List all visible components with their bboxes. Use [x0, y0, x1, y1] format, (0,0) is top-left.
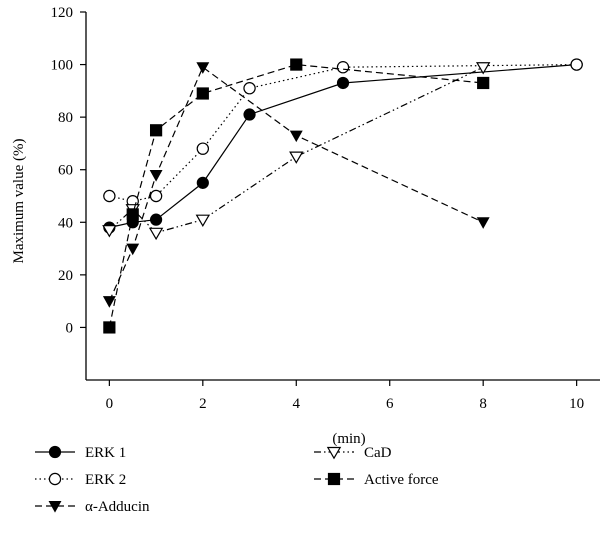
data-point	[103, 189, 116, 203]
x-axis-label: (min)	[332, 431, 365, 447]
data-point	[196, 87, 209, 100]
y-tick-label: 20	[58, 268, 73, 284]
x-tick-label: 4	[293, 396, 301, 412]
data-point	[103, 321, 116, 334]
data-point	[196, 176, 209, 189]
legend: ERK 1 ERK 2 α-Adducin CaD Active force	[35, 445, 439, 515]
data-point	[149, 213, 163, 226]
legend-item: Active force	[314, 472, 439, 488]
data-point	[149, 189, 163, 203]
legend-marker	[326, 446, 342, 460]
data-point	[102, 225, 117, 238]
data-point	[476, 217, 490, 229]
legend-marker	[327, 472, 341, 486]
legend-label: ERK 1	[85, 445, 126, 461]
data-point	[149, 124, 163, 137]
data-point	[126, 243, 140, 256]
series-cad	[102, 62, 491, 241]
data-point	[336, 60, 350, 74]
data-point	[477, 76, 490, 90]
data-point	[196, 142, 210, 155]
legend-item: α-Adducin	[35, 499, 150, 515]
data-point	[475, 62, 491, 75]
data-point	[149, 169, 163, 182]
series--adducin	[102, 62, 490, 308]
legend-marker	[48, 472, 62, 486]
data-point	[196, 62, 210, 74]
x-tick-label: 10	[569, 396, 584, 412]
series-active-force	[103, 58, 490, 334]
data-point	[195, 214, 211, 228]
legend-marker	[48, 445, 62, 459]
series-layer	[102, 58, 583, 334]
legend-item: ERK 2	[35, 472, 126, 488]
axes: 0 20 40 60 80 100 120 0 2 4 6 8 10	[51, 5, 600, 412]
x-tick-label: 2	[199, 396, 207, 412]
x-tick-label: 8	[479, 396, 487, 412]
y-tick-label: 120	[51, 5, 74, 21]
data-point	[126, 208, 139, 221]
series-line	[108, 63, 484, 328]
y-tick-label: 0	[66, 320, 74, 336]
legend-label: ERK 2	[85, 472, 126, 488]
x-tick-label: 0	[106, 396, 114, 412]
legend-label: CaD	[364, 445, 392, 461]
data-point	[336, 76, 350, 90]
data-point	[243, 108, 256, 121]
data-point	[289, 130, 303, 143]
legend-marker	[48, 501, 62, 513]
legend-label: Active force	[364, 472, 439, 488]
data-point	[290, 58, 303, 71]
y-axis-label: Maximum value (%)	[11, 139, 27, 264]
legend-item: ERK 1	[35, 445, 126, 461]
series-erk-1	[103, 58, 583, 234]
legend-label: α-Adducin	[85, 499, 150, 515]
data-point	[102, 296, 116, 308]
y-tick-label: 60	[58, 163, 73, 179]
data-point	[148, 227, 164, 241]
y-tick-label: 100	[51, 58, 74, 74]
data-point	[243, 82, 256, 95]
data-point	[289, 151, 304, 164]
y-tick-label: 40	[58, 215, 73, 231]
legend-item: CaD	[314, 445, 392, 461]
series-line	[108, 66, 484, 302]
data-point	[570, 58, 583, 71]
series-line	[108, 66, 484, 234]
y-tick-label: 80	[58, 110, 73, 126]
x-tick-label: 6	[386, 396, 394, 412]
